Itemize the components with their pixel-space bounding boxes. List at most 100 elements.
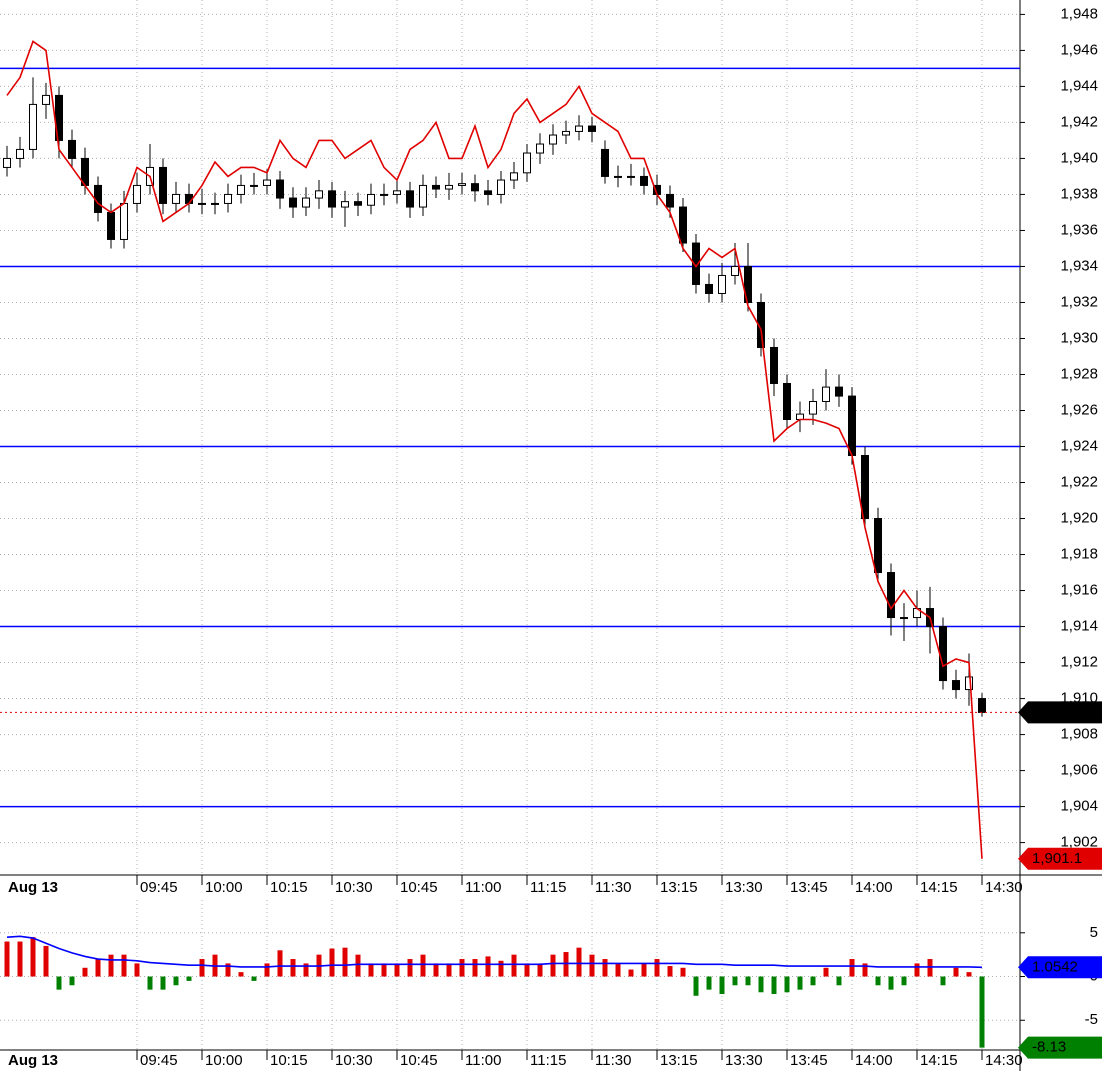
bar (342, 947, 348, 977)
candle-body (679, 206, 687, 244)
x-tick-label: 14:30 (985, 1052, 1023, 1069)
bar (95, 959, 101, 977)
bar (121, 954, 127, 977)
y-tick-label: 1,912 (1060, 654, 1098, 671)
x-tick-label: 13:30 (725, 879, 763, 896)
bar (472, 959, 478, 977)
bar (199, 959, 205, 977)
bar (537, 963, 543, 977)
y-tick-label: 1,924 (1060, 437, 1098, 454)
price-tag-label: 1,901.1 (1032, 850, 1082, 867)
candle-body (562, 130, 570, 136)
y-tick-label: 1,902 (1060, 834, 1098, 851)
bar (459, 959, 465, 977)
candle-body (380, 193, 388, 196)
candle-body (939, 626, 947, 682)
candle-body (16, 148, 24, 159)
bar (797, 976, 803, 990)
bar (667, 966, 673, 977)
bar (732, 976, 738, 986)
bar (576, 947, 582, 977)
candle-body (224, 193, 232, 204)
bar (498, 960, 504, 977)
candle-body (770, 346, 778, 384)
bar (654, 959, 660, 977)
x-tick-label: 14:00 (855, 1052, 893, 1069)
bar (836, 976, 842, 986)
y-tick-label: 1,942 (1060, 113, 1098, 130)
candle-body (445, 184, 453, 190)
bar (355, 954, 361, 977)
y-tick-label: 1,906 (1060, 762, 1098, 779)
bar (420, 954, 426, 977)
y-tick-label: 1,930 (1060, 329, 1098, 346)
candle-body (861, 455, 869, 520)
bar (160, 976, 166, 990)
bar (940, 976, 946, 986)
candle-body (497, 179, 505, 195)
y-tick-label: 1,932 (1060, 293, 1098, 310)
y-tick-label: 1,926 (1060, 401, 1098, 418)
candle-body (211, 202, 219, 205)
bar (719, 976, 725, 995)
x-tick-label: 13:45 (790, 1052, 828, 1069)
candle-body (978, 698, 986, 713)
bar (225, 963, 231, 977)
bar (680, 967, 686, 977)
bar (368, 963, 374, 977)
bar (17, 941, 23, 977)
candle-body (354, 201, 362, 206)
candle-body (484, 190, 492, 195)
bar (277, 950, 283, 977)
x-tick-label: 11:30 (595, 879, 631, 896)
x-tick-label: 13:45 (790, 879, 828, 896)
bar (602, 959, 608, 977)
y-tick-label: 1,934 (1060, 257, 1098, 274)
y-tick-label: 5 (1090, 924, 1098, 941)
candle-body (783, 382, 791, 420)
x-tick-label: 10:45 (400, 1052, 438, 1069)
candle-body (29, 103, 37, 150)
candle-body (796, 413, 804, 420)
candle-body (393, 190, 401, 195)
y-tick-label: 1,904 (1060, 798, 1098, 815)
x-tick-label: 14:00 (855, 879, 893, 896)
candle-body (692, 242, 700, 285)
y-tick-label: 1,936 (1060, 221, 1098, 238)
bar (953, 967, 959, 977)
bar (771, 976, 777, 995)
y-tick-label: 1,914 (1060, 618, 1098, 635)
bar (394, 963, 400, 977)
x-tick-label: 10:15 (270, 879, 308, 896)
x-tick-label: 11:30 (595, 1052, 631, 1069)
y-tick-label: 1,908 (1060, 726, 1098, 743)
bar (901, 976, 907, 986)
candle-body (705, 283, 713, 294)
candle-body (666, 193, 674, 208)
bar (615, 963, 621, 977)
bar (888, 976, 894, 990)
candle-body (523, 152, 531, 174)
x-tick-label: 10:00 (205, 879, 243, 896)
candle-body (328, 190, 336, 208)
candle-body (68, 139, 76, 159)
candle-body (159, 166, 167, 204)
candle-body (237, 184, 245, 195)
x-tick-label: 13:30 (725, 1052, 763, 1069)
candle-body (341, 201, 349, 208)
bar (186, 976, 192, 981)
price-tag (1018, 1036, 1102, 1059)
bar (238, 972, 244, 977)
x-tick-label: 11:00 (465, 879, 501, 896)
candle-body (848, 395, 856, 457)
candle-body (250, 184, 258, 187)
bar (251, 976, 257, 981)
bar (914, 963, 920, 977)
bar (979, 976, 985, 1048)
bar (550, 954, 556, 977)
x-tick-label: 11:15 (530, 1052, 566, 1069)
bar (56, 976, 62, 990)
x-tick-label: 11:15 (530, 879, 566, 896)
